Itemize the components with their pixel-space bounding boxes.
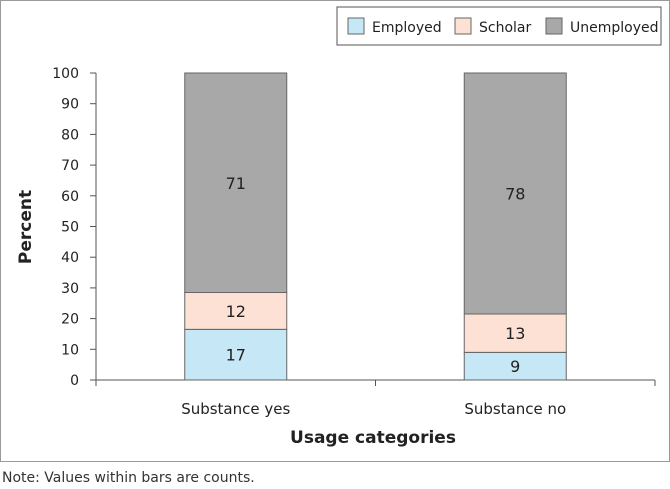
y-axis-label: Percent	[16, 190, 36, 264]
data-label: 9	[510, 357, 520, 376]
bar-segment-employed	[184, 328, 288, 381]
y-tick-label: 100	[52, 66, 79, 82]
legend-swatch-unemployed	[545, 17, 563, 35]
legend-swatch-scholar	[454, 17, 472, 35]
legend-label: Scholar	[479, 20, 531, 36]
bars: 17 12 71 Substance yes 9 13 78 Substance no	[181, 72, 567, 418]
bar-segment-unemployed	[463, 72, 567, 315]
x-tick-label: Substance yes	[181, 400, 290, 418]
bar-segment-scholar	[184, 292, 288, 330]
footnote: Note: Values within bars are counts.	[2, 470, 255, 486]
y-tick-label: 30	[61, 281, 79, 297]
y-tick-label: 40	[61, 250, 79, 266]
y-tick-label: 80	[61, 127, 79, 143]
x-tick-label: Substance no	[464, 400, 566, 418]
data-label: 17	[226, 346, 246, 365]
y-tick-label: 60	[61, 189, 79, 205]
y-tick-label: 0	[70, 373, 79, 389]
data-label: 13	[505, 324, 525, 343]
legend-label: Employed	[372, 20, 442, 36]
stacked-bar-chart: Employed Scholar Unemployed 0 10 20 30 40 50 60 7…	[16, 6, 662, 448]
bar-segment-scholar	[463, 313, 567, 353]
bar-segment-employed	[463, 351, 567, 381]
legend-box	[336, 6, 662, 46]
bar-segment-unemployed	[184, 72, 288, 294]
x-axis-label: Usage categories	[290, 428, 456, 448]
y-tick-label: 10	[61, 342, 79, 358]
y-tick-label: 90	[61, 97, 79, 113]
data-label: 71	[226, 174, 246, 193]
legend-label: Unemployed	[570, 20, 659, 36]
legend-swatch-employed	[347, 17, 365, 35]
y-tick-label: 70	[61, 158, 79, 174]
data-label: 78	[505, 184, 525, 203]
data-label: 12	[226, 302, 246, 321]
y-tick-label: 20	[61, 312, 79, 328]
legend: Employed Scholar Unemployed	[336, 6, 662, 46]
y-tick-label: 50	[61, 220, 79, 236]
